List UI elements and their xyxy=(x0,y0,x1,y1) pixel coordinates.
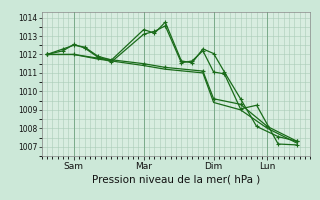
X-axis label: Pression niveau de la mer( hPa ): Pression niveau de la mer( hPa ) xyxy=(92,175,260,185)
